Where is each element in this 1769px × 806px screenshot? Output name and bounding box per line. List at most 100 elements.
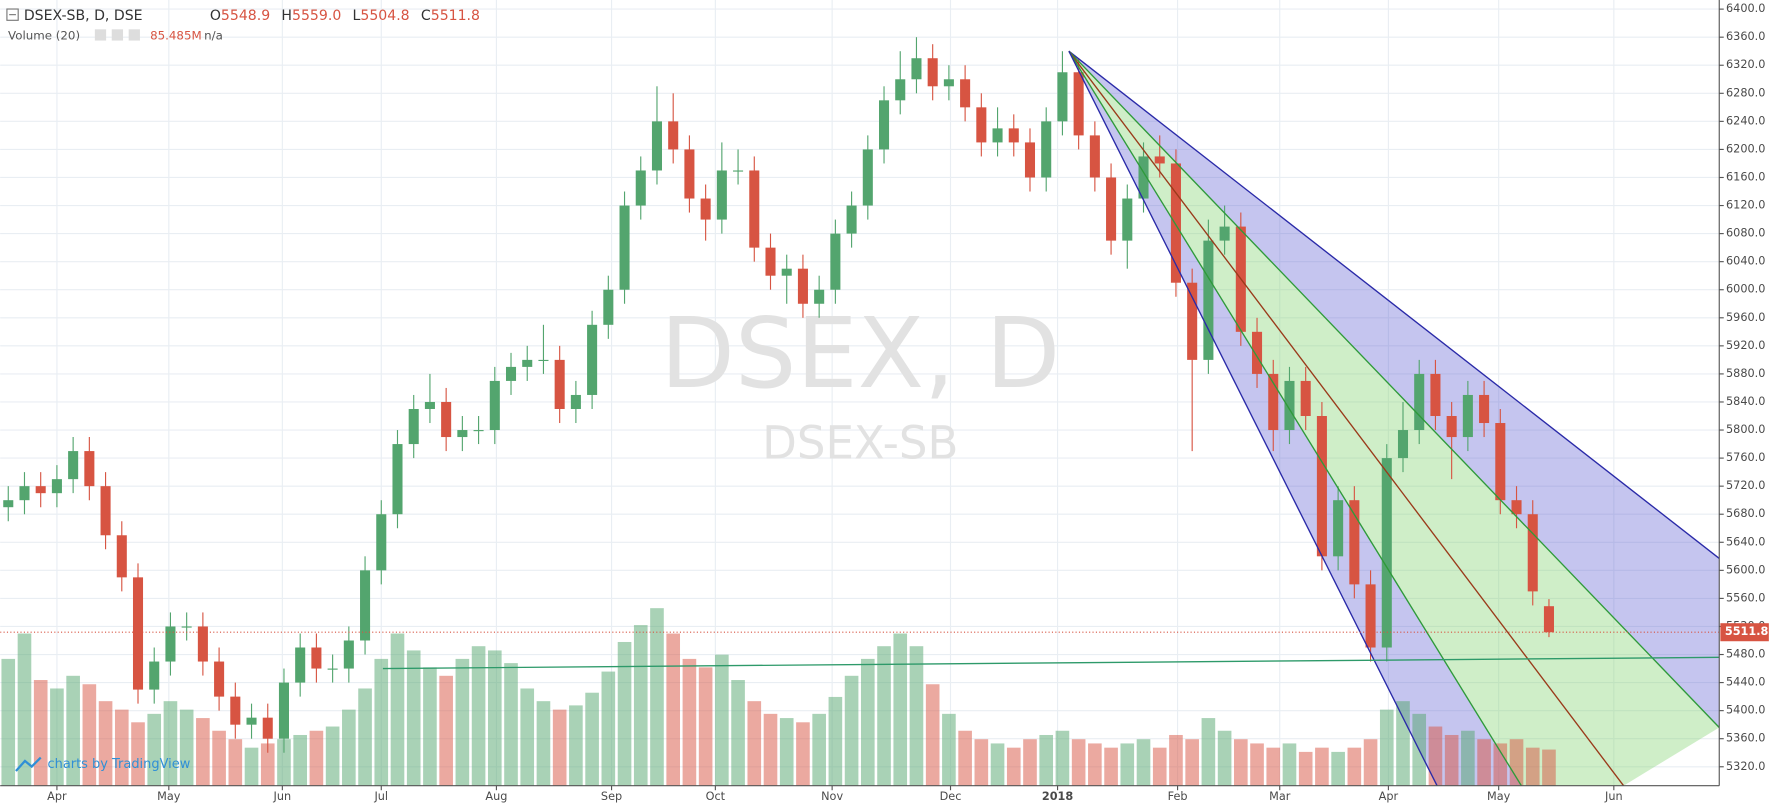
close-icon[interactable] [128, 29, 140, 41]
y-tick-label: 6040.0 [1726, 255, 1765, 268]
volume-name[interactable]: Volume (20) [8, 29, 80, 43]
close-value: 5511.8 [431, 8, 480, 24]
candle-body [733, 170, 744, 172]
watermark-title: DSEX, D [660, 297, 1060, 410]
volume-bar [1525, 747, 1540, 786]
y-tick-label: 5360.0 [1726, 732, 1765, 745]
volume-bar [1006, 747, 1021, 786]
watermark: DSEX, D DSEX-SB [660, 297, 1060, 469]
volume-bar [747, 701, 762, 786]
volume-bar [1, 658, 16, 786]
volume-bar [1217, 730, 1232, 786]
volume-bar [1152, 747, 1167, 786]
volume-bar [633, 625, 648, 786]
candle-body [1430, 373, 1441, 417]
candle-body [1365, 584, 1376, 648]
candle-body [3, 500, 14, 508]
fan-line [1068, 50, 1438, 786]
candle-body [927, 58, 938, 87]
candle-body [878, 100, 890, 150]
candle-body [1284, 380, 1295, 431]
x-tick-label: May [157, 790, 181, 803]
open-value: 5548.9 [221, 8, 270, 24]
candle-body [1316, 416, 1327, 557]
collapse-icon[interactable] [6, 8, 19, 21]
hide-icon[interactable] [111, 29, 124, 41]
y-tick-label: 6120.0 [1726, 199, 1765, 212]
y-tick-label: 5440.0 [1726, 676, 1765, 689]
x-tick-label: Oct [706, 790, 726, 803]
volume-bar [520, 688, 535, 786]
volume-bar [844, 675, 859, 786]
candle-body [181, 626, 192, 628]
y-tick-label: 5760.0 [1726, 451, 1765, 464]
settings-icon[interactable] [94, 29, 107, 41]
candle-body [408, 408, 419, 445]
volume-bar [455, 658, 470, 786]
volume-bar [66, 675, 80, 786]
x-tick-label: Aug [485, 790, 507, 803]
x-tick-label: Sep [601, 790, 622, 803]
last-price-box [1720, 623, 1769, 642]
volume-bar [1023, 739, 1037, 786]
volume-bar [552, 709, 567, 786]
volume-bar [1234, 739, 1248, 786]
candle-body [1154, 156, 1165, 164]
volume-bar [909, 646, 924, 786]
volume-bar [1055, 730, 1070, 786]
volume-bar [860, 658, 875, 786]
volume-bar [114, 709, 129, 786]
candle-body [149, 661, 160, 690]
volume-bar [260, 743, 275, 786]
volume-pane [1, 608, 1556, 786]
candle-body [197, 626, 208, 662]
y-tick-label: 5560.0 [1726, 591, 1765, 604]
volume-bar [293, 734, 307, 786]
candle-body [360, 570, 371, 641]
candle-body [1333, 500, 1344, 557]
candle-body [505, 366, 517, 381]
volume-bar [196, 718, 210, 786]
volume-bar [98, 701, 113, 786]
fan-line [1068, 50, 1720, 559]
volume-bar [715, 654, 729, 786]
volume-bar [731, 680, 745, 786]
y-tick-label: 6280.0 [1726, 86, 1765, 99]
candle-body [846, 205, 857, 234]
volume-bar [666, 633, 681, 786]
symbol[interactable]: DSEX-SB, D, DSE [24, 8, 143, 24]
volume-bar [1444, 734, 1459, 786]
y-tick-label: 5720.0 [1726, 479, 1765, 492]
volume-bar [1250, 743, 1264, 786]
x-tick-label: Dec [940, 790, 962, 803]
candle-body [1543, 606, 1554, 633]
volume-bar [1331, 751, 1345, 786]
volume-bar [569, 705, 583, 786]
brand-text[interactable]: charts by TradingView [48, 757, 191, 772]
candle-body [100, 486, 111, 536]
brand-logo [15, 756, 42, 772]
fan-line [1068, 50, 1720, 728]
candle-body [1203, 240, 1214, 360]
candle-body [165, 626, 176, 662]
candle-body [457, 430, 468, 438]
volume-bar [1379, 709, 1394, 786]
volume-bar [536, 701, 551, 786]
candle-body [1041, 121, 1052, 178]
candle-body [327, 668, 338, 670]
volume-bar [147, 713, 162, 786]
candle-body [343, 640, 354, 669]
candle-body [19, 486, 30, 501]
candle-body [895, 79, 906, 101]
volume-bar [309, 730, 324, 786]
branding[interactable]: charts by TradingView [15, 756, 191, 772]
candle-body [311, 647, 322, 669]
volume-bar [228, 739, 243, 786]
volume-bar [1088, 743, 1102, 786]
volume-bar [796, 722, 810, 786]
candle-body [441, 401, 452, 438]
candle-body [1446, 416, 1457, 438]
x-tick-label: Feb [1168, 790, 1188, 803]
candle-body [1479, 394, 1490, 424]
